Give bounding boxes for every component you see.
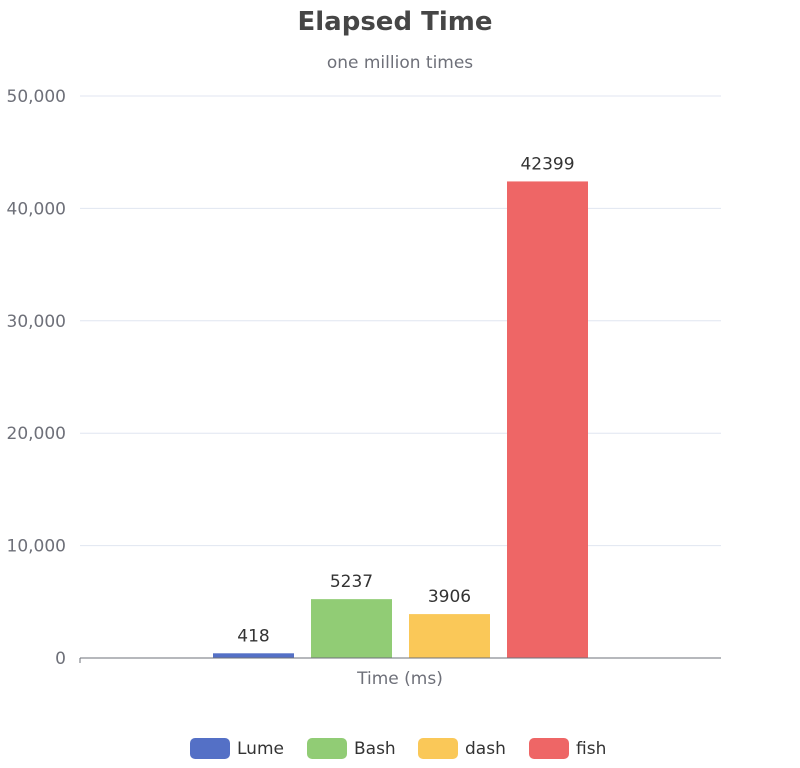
data-label-dash: 3906 [428,587,471,607]
legend-item-bash[interactable]: Bash [307,738,396,759]
y-axis-ticks: 0 10,000 20,000 30,000 40,000 50,000 [7,87,66,669]
legend[interactable]: Lume Bash dash fish [190,738,606,759]
legend-swatch [418,738,458,759]
legend-label: fish [576,739,606,759]
legend-item-dash[interactable]: dash [418,738,506,759]
bars [213,181,588,658]
legend-label: dash [465,739,506,759]
bar-fish[interactable] [507,181,588,658]
x-axis-label: Time (ms) [356,669,443,689]
y-tick-label: 50,000 [7,87,66,107]
bar-lume[interactable] [213,653,294,658]
bar-dash[interactable] [409,614,490,658]
legend-label: Lume [237,739,284,759]
legend-swatch [190,738,230,759]
legend-swatch [307,738,347,759]
grid-layer [80,95,721,547]
legend-item-fish[interactable]: fish [529,738,606,759]
y-tick-label: 40,000 [7,199,66,219]
data-label-bash: 5237 [330,572,373,592]
data-label-lume: 418 [237,626,269,646]
y-tick-label: 20,000 [7,424,66,444]
y-tick-label: 30,000 [7,312,66,332]
legend-swatch [529,738,569,759]
legend-item-lume[interactable]: Lume [190,738,284,759]
data-label-fish: 42399 [520,154,574,174]
bar-bash[interactable] [311,599,392,658]
y-tick-label: 10,000 [7,537,66,557]
legend-label: Bash [354,739,396,759]
chart-subtitle: one million times [327,53,473,73]
chart-title: Elapsed Time [298,7,493,37]
data-labels: 418 5237 3906 42399 [237,154,574,646]
y-tick-label: 0 [55,649,66,669]
